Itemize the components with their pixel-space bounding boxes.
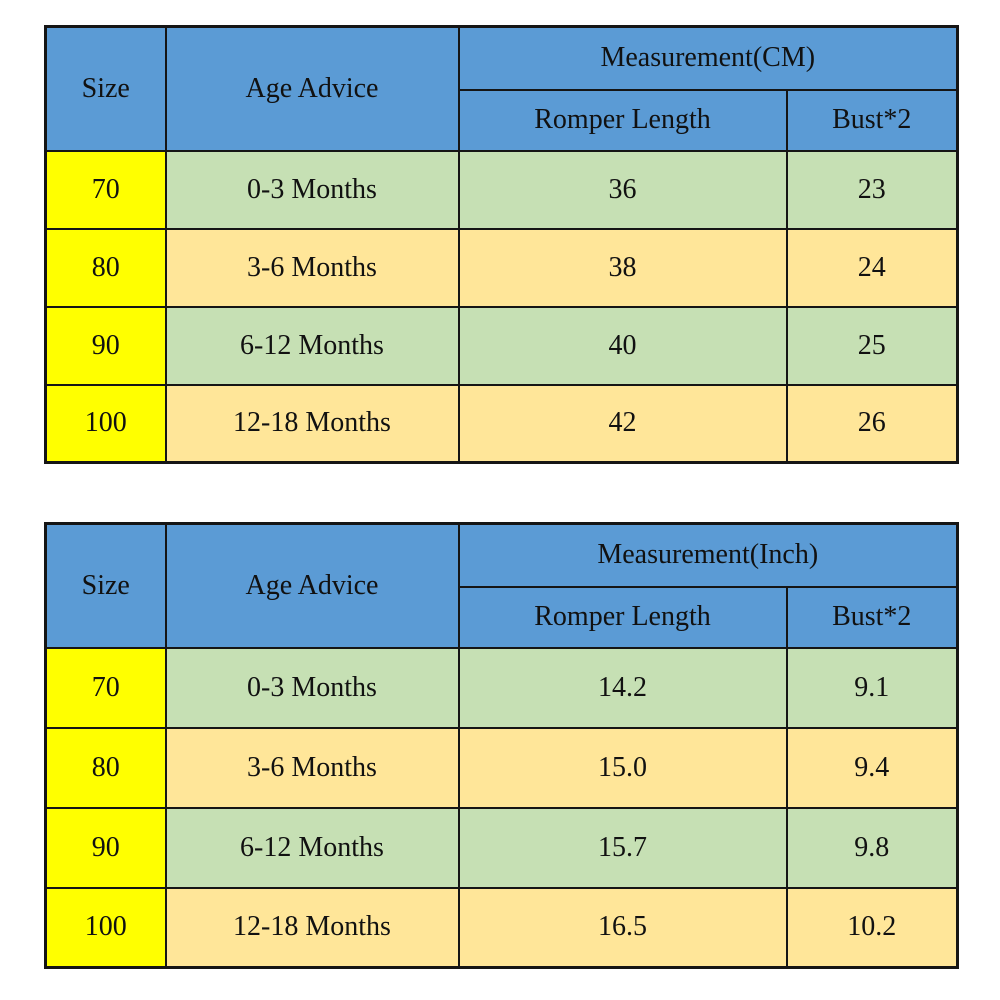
cell-romper-length: 38 xyxy=(457,227,788,308)
cell-bust: 24 xyxy=(785,227,959,308)
cell-age: 0-3 Months xyxy=(164,149,460,230)
header-measurement-inch: Measurement(Inch) xyxy=(457,522,959,588)
table-row: 100 12-18 Months 16.5 10.2 xyxy=(44,886,959,969)
table-row: 90 6-12 Months 15.7 9.8 xyxy=(44,806,959,889)
table-row: 90 6-12 Months 40 25 xyxy=(44,305,959,386)
header-row-sub: Romper Length Bust*2 xyxy=(46,585,959,649)
cell-age: 6-12 Months xyxy=(164,806,460,889)
cell-bust: 26 xyxy=(785,383,959,464)
cell-bust: 10.2 xyxy=(785,886,959,969)
cell-size: 90 xyxy=(44,806,167,889)
cell-romper-length: 16.5 xyxy=(457,886,788,969)
header-row-top: Size Age Advice Measurement(CM) xyxy=(44,25,959,152)
cell-romper-length: 36 xyxy=(457,149,788,230)
cell-romper-length: 15.0 xyxy=(457,726,788,809)
cell-age: 12-18 Months xyxy=(164,886,460,969)
size-table-inch: Size Age Advice Measurement(Inch) Romper… xyxy=(44,522,960,969)
cell-size: 70 xyxy=(44,149,167,230)
header-romper-length: Romper Length xyxy=(457,585,788,649)
cell-age: 3-6 Months xyxy=(164,227,460,308)
cell-size: 80 xyxy=(44,726,167,809)
table-row: 70 0-3 Months 36 23 xyxy=(44,149,959,230)
cell-age: 6-12 Months xyxy=(164,305,460,386)
cell-romper-length: 15.7 xyxy=(457,806,788,889)
cell-bust: 23 xyxy=(785,149,959,230)
table-row: 80 3-6 Months 38 24 xyxy=(44,227,959,308)
header-romper-length: Romper Length xyxy=(457,88,788,152)
header-age-advice: Age Advice xyxy=(164,25,460,152)
header-age-advice: Age Advice xyxy=(164,522,460,649)
header-measurement-cm: Measurement(CM) xyxy=(457,25,959,91)
header-bust: Bust*2 xyxy=(785,585,959,649)
cell-romper-length: 42 xyxy=(457,383,788,464)
table-row: 70 0-3 Months 14.2 9.1 xyxy=(44,646,959,729)
cell-size: 80 xyxy=(44,227,167,308)
cell-bust: 25 xyxy=(785,305,959,386)
table-row: 80 3-6 Months 15.0 9.4 xyxy=(44,726,959,809)
cell-romper-length: 40 xyxy=(457,305,788,386)
header-size: Size xyxy=(44,25,167,152)
cell-age: 3-6 Months xyxy=(164,726,460,809)
header-row-sub: Romper Length Bust*2 xyxy=(46,88,959,152)
table-row: 100 12-18 Months 42 26 xyxy=(44,383,959,464)
cell-age: 12-18 Months xyxy=(164,383,460,464)
cell-romper-length: 14.2 xyxy=(457,646,788,729)
header-row-top: Size Age Advice Measurement(Inch) xyxy=(44,522,959,649)
cell-size: 70 xyxy=(44,646,167,729)
cell-bust: 9.1 xyxy=(785,646,959,729)
cell-bust: 9.8 xyxy=(785,806,959,889)
cell-size: 90 xyxy=(44,305,167,386)
cell-age: 0-3 Months xyxy=(164,646,460,729)
cell-size: 100 xyxy=(44,886,167,969)
size-table-cm: Size Age Advice Measurement(CM) Romper L… xyxy=(44,25,960,464)
cell-bust: 9.4 xyxy=(785,726,959,809)
header-size: Size xyxy=(44,522,167,649)
header-bust: Bust*2 xyxy=(785,88,959,152)
cell-size: 100 xyxy=(44,383,167,464)
